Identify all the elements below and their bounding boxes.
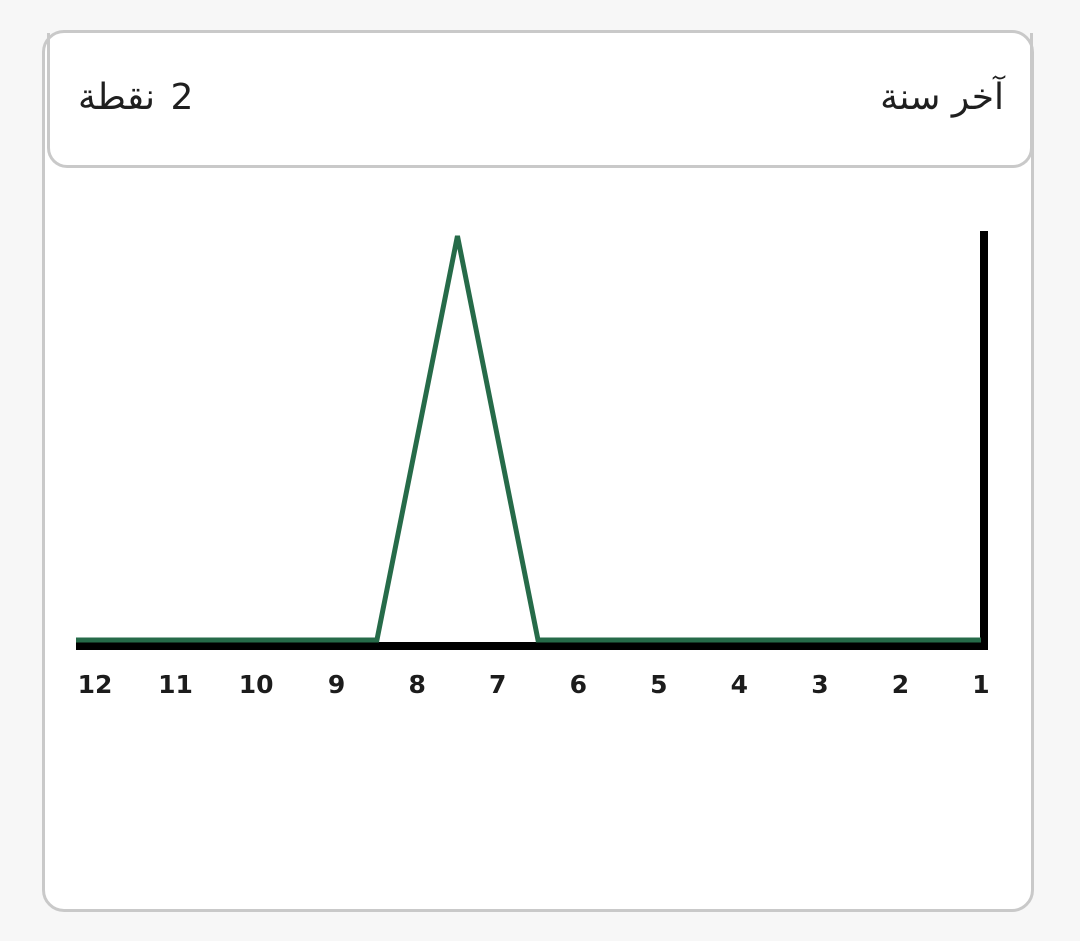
- chart-series: [76, 235, 981, 643]
- x-tick-label: 6: [570, 670, 587, 699]
- x-tick-label: 2: [892, 670, 909, 699]
- x-tick-label: 8: [408, 670, 425, 699]
- chart-axes: [76, 231, 988, 650]
- points-value: 2: [170, 77, 194, 118]
- series-line: [76, 235, 981, 643]
- period-title: آخر سنة: [880, 77, 1004, 118]
- chart-card: آخر سنة 2 نقطة: [42, 30, 1034, 912]
- x-tick-label: 4: [731, 670, 748, 699]
- x-tick-label: 7: [489, 670, 506, 699]
- points-summary: 2 نقطة: [78, 77, 193, 118]
- x-tick-label: 9: [328, 670, 345, 699]
- x-tick-label: 1: [972, 670, 989, 699]
- x-tick-label: 5: [650, 670, 667, 699]
- x-tick-label: 11: [158, 670, 193, 699]
- card-header: آخر سنة 2 نقطة: [47, 33, 1033, 168]
- x-tick-label: 3: [811, 670, 828, 699]
- points-label: نقطة: [78, 77, 156, 118]
- x-tick-label: 10: [239, 670, 274, 699]
- x-tick-label: 12: [78, 670, 113, 699]
